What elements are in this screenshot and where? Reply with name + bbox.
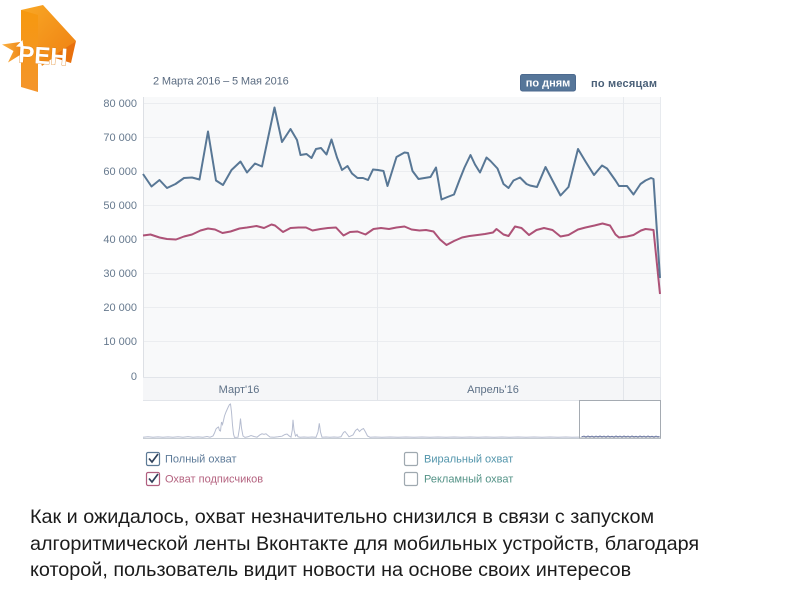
svg-text:40 000: 40 000	[103, 234, 137, 246]
svg-text:Полный охват: Полный охват	[165, 454, 237, 466]
svg-text:Как и ожидалось, охват незначи: Как и ожидалось, охват незначительно сни…	[30, 506, 654, 528]
svg-text:которой, пользователь видит но: которой, пользователь видит новости на о…	[30, 559, 631, 581]
svg-text:Охват подписчиков: Охват подписчиков	[165, 474, 263, 486]
svg-text:50 000: 50 000	[103, 200, 137, 212]
svg-text:2 Марта 2016 – 5 Мая 2016: 2 Марта 2016 – 5 Мая 2016	[153, 76, 289, 88]
svg-text:20 000: 20 000	[103, 302, 137, 314]
svg-text:Апрель'16: Апрель'16	[467, 384, 519, 396]
svg-text:Виральный охват: Виральный охват	[424, 454, 513, 466]
svg-text:по месяцам: по месяцам	[591, 78, 657, 90]
svg-text:алгоритмической ленты Вконтакт: алгоритмической ленты Вконтакте для моби…	[30, 533, 699, 555]
svg-text:0: 0	[131, 371, 137, 383]
svg-text:80 000: 80 000	[103, 98, 137, 110]
svg-text:по дням: по дням	[526, 78, 571, 90]
svg-text:70 000: 70 000	[103, 132, 137, 144]
svg-text:60 000: 60 000	[103, 166, 137, 178]
svg-text:10 000: 10 000	[103, 336, 137, 348]
svg-text:Март'16: Март'16	[219, 384, 260, 396]
svg-text:30 000: 30 000	[103, 268, 137, 280]
svg-text:Рекламный охват: Рекламный охват	[424, 474, 513, 486]
svg-text:РЕН: РЕН	[17, 41, 68, 71]
